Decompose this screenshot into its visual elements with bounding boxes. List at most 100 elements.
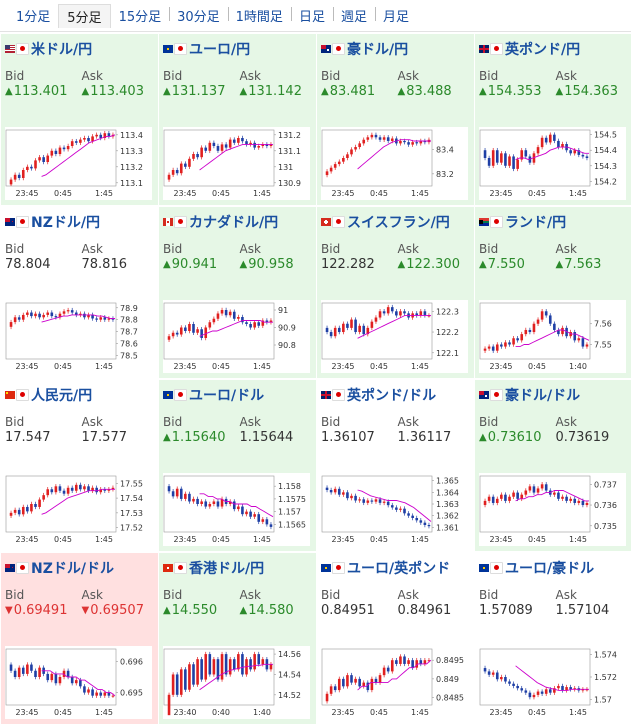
tab-3[interactable]: 15分足 bbox=[111, 4, 170, 27]
pair-name-link[interactable]: 豪ドル/ドル bbox=[505, 385, 580, 405]
candle bbox=[338, 677, 341, 693]
pair-header: 豪ドル/円 bbox=[321, 40, 474, 58]
up-arrow-icon: ▲ bbox=[479, 432, 487, 443]
pair-header: ユーロ/円 bbox=[163, 40, 316, 58]
candle bbox=[221, 652, 224, 682]
bid-price: 14.550 bbox=[172, 603, 218, 618]
y-tick-label: 17.54 bbox=[120, 494, 143, 503]
tab-2[interactable]: 5分足 bbox=[58, 4, 110, 28]
ask-price: 1.57104 bbox=[556, 603, 610, 618]
candle-body bbox=[67, 310, 70, 311]
bid-value: 1.57089 bbox=[479, 602, 556, 618]
candle-body bbox=[504, 495, 507, 501]
tab-6[interactable]: 日足 bbox=[291, 4, 333, 27]
pair-name-link[interactable]: 人民元/円 bbox=[31, 385, 92, 405]
uk-flag-icon bbox=[321, 391, 331, 399]
candle-body bbox=[375, 318, 378, 322]
tab-4[interactable]: 30分足 bbox=[169, 4, 228, 27]
candle-body bbox=[245, 141, 248, 144]
pair-name-link[interactable]: 豪ドル/円 bbox=[347, 39, 408, 59]
candle-body bbox=[38, 314, 41, 318]
up-arrow-icon: ▲ bbox=[398, 86, 406, 97]
cn-flag-icon bbox=[5, 391, 15, 399]
pair-name-link[interactable]: 英ポンド/円 bbox=[505, 39, 580, 59]
candle-body bbox=[225, 144, 228, 147]
pair-name-link[interactable]: 米ドル/円 bbox=[31, 39, 92, 59]
x-tick-label: 1:45 bbox=[253, 189, 271, 198]
bid-price: 1.15640 bbox=[172, 430, 226, 445]
nz-flag-icon bbox=[5, 564, 15, 572]
pair-name-link[interactable]: ユーロ/ドル bbox=[189, 385, 264, 405]
ask-price: 122.300 bbox=[406, 257, 460, 272]
pair-name-link[interactable]: ユーロ/円 bbox=[189, 39, 250, 59]
pair-name-link[interactable]: ランド/円 bbox=[505, 212, 566, 232]
candle-body bbox=[266, 519, 269, 524]
eu-flag-icon bbox=[479, 564, 489, 572]
y-tick-label: 1.362 bbox=[436, 512, 459, 521]
candle-body bbox=[569, 499, 572, 501]
y-tick-label: 83.4 bbox=[436, 145, 454, 154]
candle-body bbox=[573, 150, 576, 153]
candle-body bbox=[229, 312, 232, 316]
pair-name-link[interactable]: NZドル/ドル bbox=[31, 558, 114, 578]
candle-body bbox=[79, 485, 82, 489]
candle-body bbox=[525, 690, 528, 692]
pair-name-link[interactable]: スイスフラン/円 bbox=[347, 212, 450, 232]
candle-body bbox=[350, 149, 353, 154]
candle-body bbox=[553, 493, 556, 495]
up-arrow-icon: ▲ bbox=[240, 605, 248, 616]
candle-body bbox=[30, 504, 33, 511]
up-arrow-icon: ▲ bbox=[479, 86, 487, 97]
pair-name-link[interactable]: 香港ドル/円 bbox=[189, 558, 264, 578]
pair-name-link[interactable]: ユーロ/豪ドル bbox=[505, 558, 594, 578]
candle-body bbox=[496, 673, 499, 680]
candle-body bbox=[586, 156, 589, 158]
candle-body bbox=[188, 324, 191, 331]
candle-body bbox=[516, 338, 519, 340]
bid-price: 0.69491 bbox=[14, 603, 68, 618]
pair-name-link[interactable]: NZドル/円 bbox=[31, 212, 100, 232]
bid-label: Bid bbox=[163, 415, 240, 429]
candle-body bbox=[395, 660, 398, 664]
tab-8[interactable]: 月足 bbox=[375, 4, 417, 27]
candle-body bbox=[204, 501, 207, 506]
pair-name-link[interactable]: カナダドル/円 bbox=[189, 212, 278, 232]
candle-body bbox=[34, 671, 37, 677]
bid-value: ▲1.15640 bbox=[163, 429, 240, 445]
pair-header: ユーロ/豪ドル bbox=[479, 559, 631, 577]
tab-1[interactable]: 1分足 bbox=[8, 4, 58, 27]
y-tick-label: 131.1 bbox=[278, 147, 301, 156]
pair-name-link[interactable]: 英ポンド/ドル bbox=[347, 385, 436, 405]
bid-price: 7.550 bbox=[488, 257, 525, 272]
candle-body bbox=[420, 660, 423, 664]
candle-body bbox=[330, 490, 333, 492]
tab-5[interactable]: 1時間足 bbox=[228, 4, 291, 27]
ask-label: Ask bbox=[82, 415, 159, 429]
candle-body bbox=[561, 686, 564, 690]
up-arrow-icon: ▲ bbox=[240, 259, 248, 270]
candle-body bbox=[91, 315, 94, 319]
tab-7[interactable]: 週足 bbox=[333, 4, 375, 27]
pair-name-link[interactable]: ユーロ/英ポンド bbox=[347, 558, 450, 578]
